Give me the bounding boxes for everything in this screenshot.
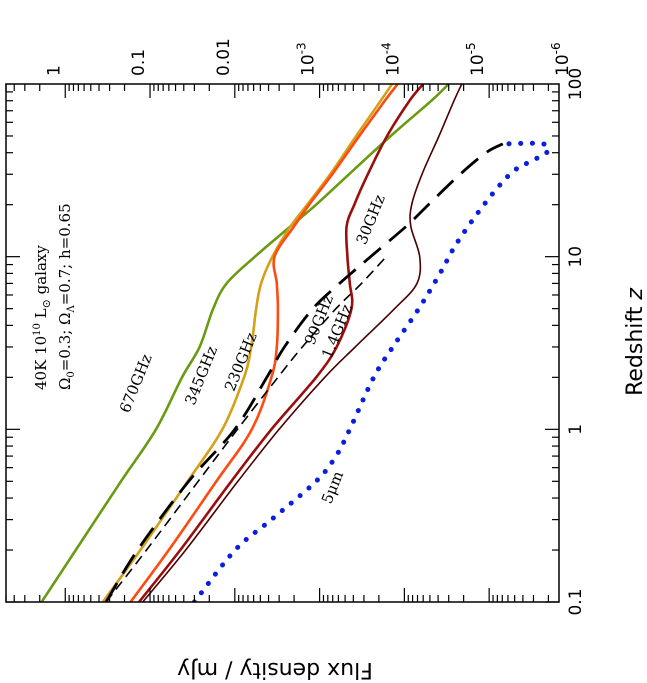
y-axis-title: Flux density / mJy xyxy=(177,657,373,682)
x-axis-title-text: Redshift xyxy=(623,300,647,396)
cosmology-annotation: Ω0=0.3; ΩΛ=0.7; h=0.65 xyxy=(56,203,77,390)
y-tick-label: 10-5 xyxy=(464,42,488,76)
galaxy-annotation-sun: ⊙ xyxy=(40,299,53,308)
omega0-value: =0.3; xyxy=(56,325,74,371)
y-tick-label: 10-4 xyxy=(379,42,403,76)
series-line-1-4ghz xyxy=(105,256,387,602)
omegaL-symbol: Ω xyxy=(56,313,74,325)
series-line-dashed-series xyxy=(104,142,504,602)
x-tick-label: 1 xyxy=(566,424,586,435)
y-tick-label: 0.01 xyxy=(214,38,234,76)
y-tick-label: 10-3 xyxy=(295,42,319,76)
x-tick-label: 0.1 xyxy=(566,588,586,615)
curves-group xyxy=(40,84,552,602)
omegaL-value: =0.7; h=0.65 xyxy=(56,203,74,305)
x-axis-title: Redshift z xyxy=(623,288,647,396)
x-axis-title-var: z xyxy=(623,288,647,301)
omega0-symbol: Ω xyxy=(56,378,74,390)
x-tick-label: 100 xyxy=(566,68,586,100)
plot-frame xyxy=(5,83,560,603)
omegaL-sub: Λ xyxy=(66,305,77,314)
series-line-230ghz xyxy=(129,84,399,602)
y-tick-label: 10-6 xyxy=(549,42,573,76)
galaxy-annotation-mid: L xyxy=(32,308,50,323)
y-tick-label: 0.1 xyxy=(129,49,149,76)
galaxy-annotation-exp: 10 xyxy=(32,323,43,336)
series-line-90ghz xyxy=(137,84,425,602)
series-line-5-m xyxy=(191,140,552,602)
series-line-670ghz xyxy=(40,84,450,602)
galaxy-annotation: 40K 1010 L⊙ galaxy xyxy=(32,245,53,390)
omega0-sub: 0 xyxy=(66,371,77,377)
y-tick-label: 1 xyxy=(44,65,64,76)
galaxy-annotation-suffix: galaxy xyxy=(32,245,50,300)
tick-layer xyxy=(5,84,559,603)
series-line-30ghz xyxy=(142,84,463,602)
galaxy-annotation-prefix: 40K 10 xyxy=(32,336,50,390)
curve-layer xyxy=(40,84,552,602)
x-tick-label: 10 xyxy=(566,246,586,268)
